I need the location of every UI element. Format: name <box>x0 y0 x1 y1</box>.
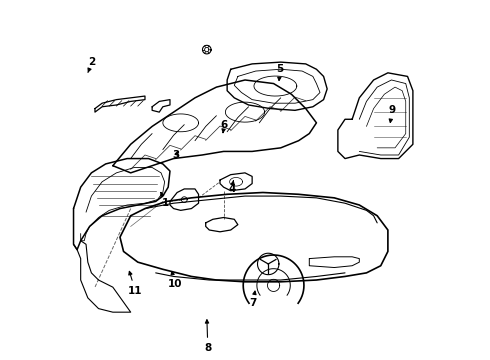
Text: 2: 2 <box>88 57 96 72</box>
Text: 11: 11 <box>128 271 143 296</box>
Text: 1: 1 <box>161 193 170 208</box>
Text: 6: 6 <box>220 120 228 133</box>
Text: 8: 8 <box>204 320 212 353</box>
Text: 10: 10 <box>168 271 182 289</box>
Text: 7: 7 <box>249 291 257 308</box>
Text: 3: 3 <box>173 150 180 160</box>
Text: 4: 4 <box>228 181 236 194</box>
Text: 9: 9 <box>389 105 396 122</box>
Text: 5: 5 <box>276 64 284 81</box>
